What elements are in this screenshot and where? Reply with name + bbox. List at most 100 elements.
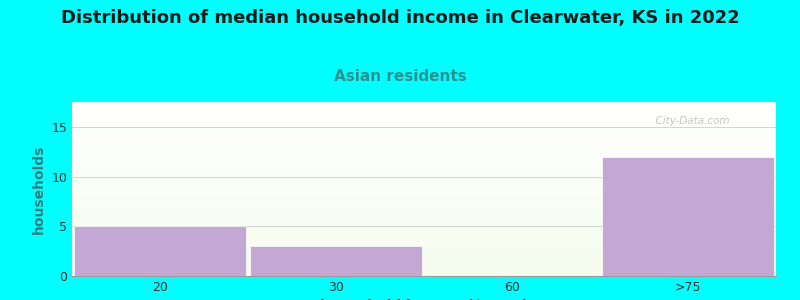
Bar: [72, 126, 776, 127]
Bar: [72, 206, 776, 207]
Bar: [72, 250, 776, 251]
Bar: [72, 188, 776, 189]
Bar: [72, 167, 776, 168]
Bar: [72, 266, 776, 267]
Bar: [74, 226, 246, 276]
Bar: [72, 217, 776, 218]
Bar: [72, 240, 776, 241]
Bar: [72, 219, 776, 220]
Bar: [72, 111, 776, 112]
Bar: [72, 121, 776, 122]
Bar: [72, 221, 776, 222]
Bar: [72, 267, 776, 268]
Bar: [72, 135, 776, 136]
Text: Distribution of median household income in Clearwater, KS in 2022: Distribution of median household income …: [61, 9, 739, 27]
Bar: [72, 179, 776, 180]
Bar: [72, 232, 776, 233]
Bar: [250, 246, 422, 276]
Bar: [72, 226, 776, 227]
Bar: [72, 136, 776, 137]
Bar: [72, 189, 776, 190]
Bar: [72, 149, 776, 150]
Bar: [72, 129, 776, 130]
Bar: [72, 273, 776, 274]
Bar: [72, 241, 776, 242]
Bar: [72, 215, 776, 216]
Bar: [72, 228, 776, 229]
Bar: [72, 265, 776, 266]
Bar: [72, 183, 776, 184]
Bar: [72, 140, 776, 141]
Bar: [72, 256, 776, 257]
Bar: [72, 227, 776, 228]
Bar: [72, 114, 776, 115]
Bar: [72, 258, 776, 259]
Bar: [72, 125, 776, 126]
Bar: [72, 166, 776, 167]
Bar: [72, 238, 776, 239]
Bar: [72, 210, 776, 211]
Bar: [72, 123, 776, 124]
Bar: [72, 229, 776, 230]
Bar: [72, 151, 776, 152]
Bar: [72, 262, 776, 263]
Bar: [72, 146, 776, 147]
Bar: [72, 254, 776, 255]
Bar: [72, 168, 776, 169]
Bar: [72, 249, 776, 250]
Bar: [72, 175, 776, 176]
Bar: [72, 236, 776, 237]
Bar: [72, 271, 776, 272]
Bar: [72, 196, 776, 197]
Bar: [72, 161, 776, 162]
Bar: [72, 270, 776, 271]
Bar: [72, 204, 776, 205]
Bar: [72, 187, 776, 188]
Bar: [72, 157, 776, 158]
Bar: [72, 131, 776, 132]
Bar: [72, 231, 776, 232]
Bar: [72, 239, 776, 240]
Bar: [72, 207, 776, 208]
Bar: [72, 137, 776, 138]
Bar: [72, 153, 776, 154]
Bar: [72, 260, 776, 261]
Bar: [72, 275, 776, 276]
Text: City-Data.com: City-Data.com: [650, 116, 730, 126]
Bar: [72, 246, 776, 247]
Bar: [72, 251, 776, 252]
X-axis label: household income ($1000): household income ($1000): [320, 299, 528, 300]
Bar: [72, 242, 776, 243]
Bar: [72, 148, 776, 149]
Bar: [72, 144, 776, 145]
Bar: [72, 107, 776, 108]
Bar: [72, 169, 776, 170]
Bar: [72, 162, 776, 163]
Bar: [72, 163, 776, 164]
Bar: [72, 173, 776, 174]
Bar: [72, 194, 776, 195]
Bar: [72, 209, 776, 210]
Bar: [72, 174, 776, 175]
Bar: [72, 186, 776, 187]
Bar: [72, 172, 776, 173]
Bar: [72, 165, 776, 166]
Bar: [72, 118, 776, 119]
Bar: [72, 214, 776, 215]
Bar: [72, 198, 776, 199]
Bar: [72, 202, 776, 203]
Bar: [72, 102, 776, 103]
Bar: [72, 238, 776, 239]
Bar: [72, 105, 776, 106]
Bar: [72, 158, 776, 159]
Bar: [72, 205, 776, 206]
Bar: [72, 118, 776, 119]
Bar: [72, 117, 776, 118]
Bar: [72, 235, 776, 236]
Bar: [72, 199, 776, 200]
Bar: [602, 157, 774, 276]
Bar: [72, 261, 776, 262]
Bar: [72, 192, 776, 193]
Bar: [72, 160, 776, 161]
Bar: [72, 247, 776, 248]
